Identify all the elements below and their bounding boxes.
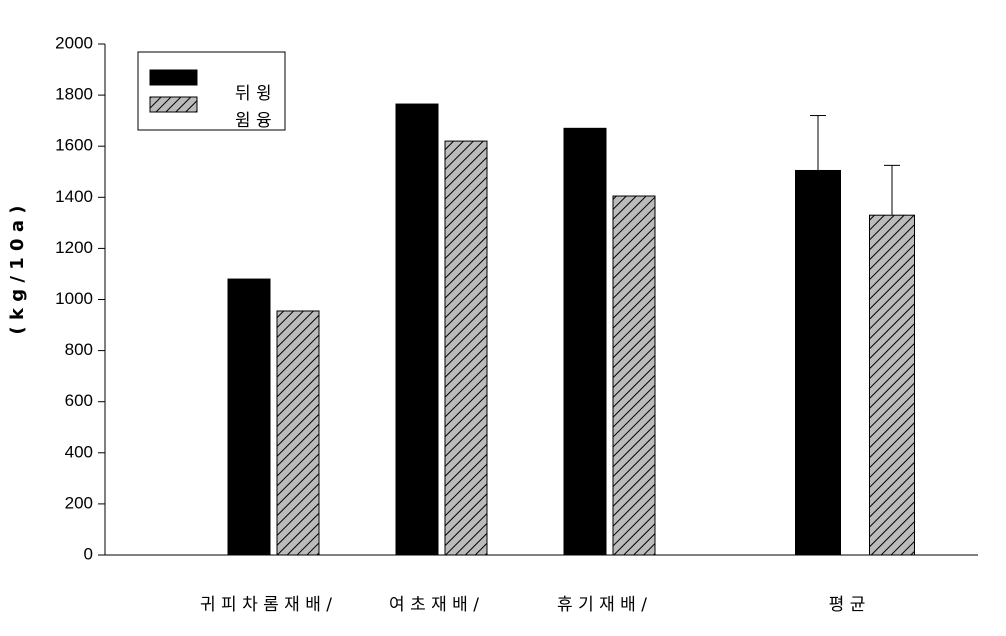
y-tick-label: 1800 [55,85,93,104]
bar [869,214,915,556]
x-tick-label: 휴 기 재 배 / [557,595,647,615]
bar [444,140,488,556]
y-tick-label: 2000 [55,33,93,52]
y-tick-label: 1000 [55,289,93,308]
y-tick-label: 1600 [55,136,93,155]
y-tick-label: 400 [65,442,93,461]
legend-swatch [149,69,198,86]
bar [227,278,271,556]
bar [395,103,439,556]
legend-label: 윔 융 [235,111,272,131]
y-tick-label: 800 [65,340,93,359]
y-tick-label: 0 [84,544,93,563]
legend-swatch [149,96,198,113]
x-tick-label: 여 초 재 배 / [389,595,479,615]
legend-box [137,51,286,131]
legend-label: 뒤 윙 [235,84,272,104]
bar [563,127,607,556]
y-tick-label: 600 [65,391,93,410]
y-tick-label: 1400 [55,187,93,206]
y-axis-label: ( k g / 1 0 a ) [7,206,28,335]
y-tick-label: 200 [65,493,93,512]
bar [612,195,656,556]
bar [795,169,841,556]
x-tick-label: 평 균 [829,595,866,615]
x-tick-label: 귀 피 차 롬 재 배 / [200,595,332,615]
bar [276,310,320,556]
y-tick-label: 1200 [55,238,93,257]
